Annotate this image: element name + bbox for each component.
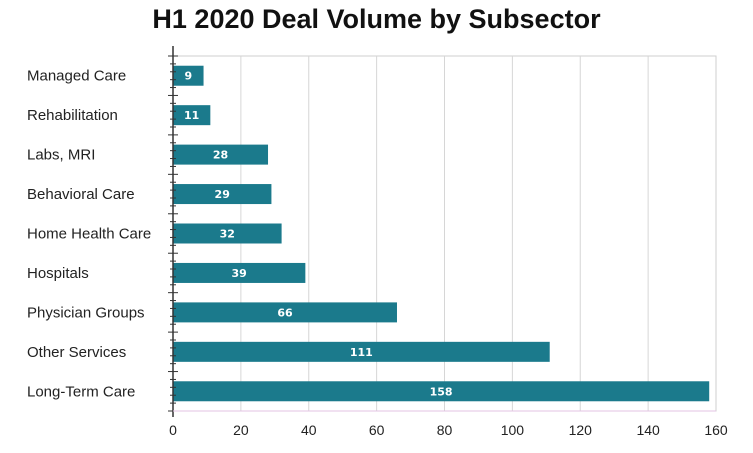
category-label-2: Labs, MRI [27, 147, 95, 164]
bar-value-label-4: 32 [220, 228, 235, 241]
labels: 0 20 40 60 80 100 120 140 160 9 Managed Care 11 Reha… [27, 68, 728, 438]
category-label-4: Home Health Care [27, 226, 151, 243]
bars [173, 65, 710, 402]
bar-value-label-6: 66 [277, 306, 293, 319]
bar-3 [173, 184, 272, 205]
bar-4 [173, 223, 282, 244]
bar-value-label-0: 9 [184, 70, 192, 83]
bar-value-label-3: 29 [215, 188, 230, 201]
x-tick-label-8: 160 [704, 422, 728, 438]
bar-1 [173, 105, 211, 126]
category-label-7: Other Services [27, 344, 126, 361]
x-tick-label-4: 80 [437, 422, 453, 438]
bar-6 [173, 302, 397, 323]
bar-8 [173, 381, 710, 402]
category-label-3: Behavioral Care [27, 186, 135, 203]
bar-5 [173, 262, 306, 283]
category-label-8: Long-Term Care [27, 383, 135, 400]
x-tick-label-7: 140 [636, 422, 660, 438]
category-label-5: Hospitals [27, 265, 89, 282]
x-tick-label-0: 0 [169, 422, 177, 438]
bar-value-label-5: 39 [232, 267, 247, 280]
category-label-6: Physician Groups [27, 304, 145, 321]
bar-0 [173, 65, 204, 86]
bar-value-label-1: 11 [184, 109, 199, 122]
x-tick-label-2: 40 [301, 422, 317, 438]
x-tick-label-6: 120 [569, 422, 593, 438]
category-label-0: Managed Care [27, 68, 126, 85]
x-tick-label-1: 20 [233, 422, 249, 438]
bar-value-label-8: 158 [430, 385, 453, 398]
bar-2 [173, 144, 269, 165]
bar-value-label-7: 111 [350, 346, 373, 359]
chart-title: H1 2020 Deal Volume by Subsector [152, 4, 601, 34]
x-tick-label-5: 100 [501, 422, 525, 438]
bar-7 [173, 341, 550, 362]
bar-value-label-2: 28 [213, 149, 228, 162]
x-tick-label-3: 60 [369, 422, 385, 438]
category-label-1: Rehabilitation [27, 107, 118, 124]
axes [168, 46, 716, 417]
